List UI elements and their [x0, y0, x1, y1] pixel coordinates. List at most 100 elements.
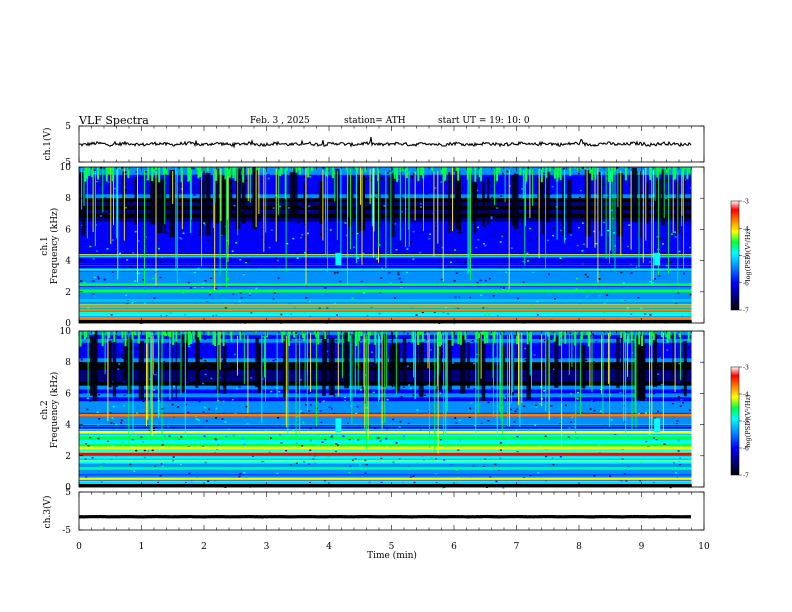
ch2-spectrogram-noise-cell — [573, 398, 576, 400]
ch1-spectrogram-noise-cell — [192, 174, 195, 177]
ch2-spectrogram-noise-cell — [666, 349, 669, 351]
ch2-spectrogram-noise-cell — [539, 337, 542, 340]
ch2-spectrogram-noise-cell — [200, 357, 203, 360]
ch1-spectrogram-noise-cell — [119, 314, 122, 316]
ch2-spectrogram-noise-cell — [625, 331, 628, 333]
ch2-spectrogram-noise-cell — [188, 472, 191, 475]
ch1-spectrogram-noise-cell — [410, 178, 412, 180]
ch1-spectrogram-fringe — [399, 167, 402, 172]
ch2-spectrogram-dropout — [195, 331, 200, 386]
ch1-spectrogram-noise-cell — [518, 210, 521, 212]
ch2-spectrogram-fringe — [281, 331, 284, 343]
ch2-spectrogram-fringe — [184, 331, 187, 343]
ch2-spectrogram-dropout — [395, 344, 401, 391]
ch2-spectrogram-noise-cell — [645, 440, 648, 443]
ch2-spectrogram-noise-cell — [215, 407, 218, 410]
ch1-spectrogram-dropout — [598, 172, 601, 231]
ch1-spectrogram-noise-cell — [562, 226, 565, 229]
ch1-spectrogram-noise-cell — [553, 298, 556, 300]
ch1-spectrogram-noise-cell — [277, 277, 280, 279]
ch2-spectrogram-noise-cell — [625, 480, 628, 482]
ch1-spectrogram-dropout — [177, 182, 179, 223]
ch1-spectrogram-fringe — [299, 167, 302, 175]
ch2-spectrogram-noise-cell — [545, 455, 548, 458]
ch2-spectrogram-noise-cell — [233, 353, 236, 356]
ch2-spectrogram-noise-cell — [322, 400, 325, 402]
ch1-spectrogram-noise-cell — [296, 221, 299, 224]
ch2-spectrogram-noise-cell — [314, 356, 317, 359]
ch2-spectrogram-noise-cell — [210, 377, 213, 380]
ch2-spectrogram-noise-cell — [517, 409, 520, 412]
ch2-spectrogram-noise-cell — [621, 390, 624, 392]
ch2-spectrogram-noise-cell — [624, 421, 627, 423]
ch1-spectrogram-noise-cell — [607, 220, 610, 222]
ch1-spectrogram-dropout — [584, 170, 591, 237]
ch2-spectrogram-bg-row — [79, 448, 692, 453]
ch1-spectrogram-fringe — [189, 167, 192, 171]
ch2-spectrogram-noise-cell — [167, 376, 170, 378]
ch2-spectrogram-dropout — [436, 340, 442, 390]
ch2-spectrogram-noise-cell — [301, 445, 304, 447]
ch1-spectrogram-fringe — [354, 167, 357, 170]
ch2-spectrogram-noise-cell — [202, 411, 205, 413]
ch1-spectrogram-bg-row — [79, 170, 692, 176]
ch1-spectrogram-fringe — [168, 167, 171, 169]
ch2-spectrogram-noise-cell — [407, 372, 410, 374]
ch1-spectrogram-noise-cell — [144, 171, 147, 173]
ch1-spectrogram-noise-cell — [381, 267, 384, 269]
ch2-spectrogram-noise-cell — [93, 476, 96, 479]
ch1-spectrogram-fringe — [457, 167, 460, 181]
ch1-spectrogram-noise-cell — [562, 168, 565, 170]
ch1-spectrogram-noise-cell — [405, 208, 408, 210]
ch1-spectrogram-fringe — [402, 167, 405, 172]
ch1-spectrogram-bg-row — [79, 198, 692, 203]
ch1-spectrogram-noise-cell — [569, 234, 572, 236]
ch2-spectrogram-noise-cell — [180, 464, 182, 466]
ch2-spectrogram-noise-cell — [135, 347, 137, 350]
ch2-spectrogram-fringe — [587, 331, 590, 347]
ch2-spectrogram-noise-cell — [252, 383, 255, 385]
ch1-spectrogram-noise-cell — [374, 294, 376, 296]
ch2-spectrogram-noise-cell — [612, 391, 615, 394]
ch1-spectrogram-noise-cell — [248, 262, 250, 264]
ch1-spectrogram-noise-cell — [635, 266, 638, 268]
ch1-spectrogram-noise-cell — [522, 281, 525, 283]
ch1-spectrogram-bg-row — [79, 206, 692, 211]
ch2-spectrogram-fringe — [124, 331, 127, 347]
ch2-spectrogram-fringe — [665, 331, 668, 338]
ch1-spectrogram-noise-cell — [665, 179, 668, 182]
ch1-spectrogram-noise-cell — [656, 315, 659, 317]
ch1-spectrogram-noise-cell — [483, 179, 486, 182]
ch1-spectrogram-ylabel: Frequency (kHz) — [49, 208, 60, 285]
ch2-spectrogram-dropout — [366, 340, 368, 397]
ch2-spectrogram-noise-cell — [221, 418, 224, 420]
ch1-spectrogram-noise-cell — [573, 222, 576, 224]
ch2-spectrogram-noise-cell — [469, 407, 472, 410]
ch1-spectrogram-dropout — [541, 176, 545, 235]
ch2-spectrogram-noise-cell — [91, 457, 94, 459]
ch2-spectrogram-noise-cell — [686, 365, 689, 367]
ch2-spectrogram-noise-cell — [198, 400, 201, 403]
ch2-spectrogram-noise-cell — [243, 441, 246, 444]
ch2-spectrogram-noise-cell — [148, 429, 151, 431]
ch2-spectrogram-noise-cell — [291, 374, 294, 377]
ch2-spectrogram-noise-cell — [565, 401, 568, 404]
ch2-spectrogram-noise-cell — [659, 365, 662, 367]
ch1-spectrogram-noise-cell — [140, 176, 143, 179]
ch2-spectrogram-fringe — [197, 331, 200, 338]
ch1-spectrogram-noise-cell — [400, 244, 403, 246]
ch1-spectrogram-noise-cell — [465, 197, 467, 200]
ch2-spectrogram-noise-cell — [678, 362, 681, 365]
ch2-spectrogram-colorbar-tick-label: -4 — [743, 392, 749, 399]
ch2-spectrogram-noise-cell — [215, 439, 218, 441]
ch1-spectrogram-noise-cell — [407, 302, 410, 304]
ch1-spectrogram-burst — [654, 252, 661, 266]
ch1-spectrogram-noise-cell — [299, 236, 302, 239]
ch1-spectrogram-noise-cell — [331, 314, 334, 317]
ch1-spectrogram-noise-cell — [586, 276, 589, 278]
ch1-spectrogram-noise-cell — [488, 277, 491, 280]
ch1-spectrogram-noise-cell — [134, 230, 137, 233]
ch2-spectrogram-fringe — [623, 331, 626, 342]
ch1-spectrogram-noise-cell — [639, 277, 642, 279]
ch2-spectrogram-noise-cell — [499, 332, 502, 335]
